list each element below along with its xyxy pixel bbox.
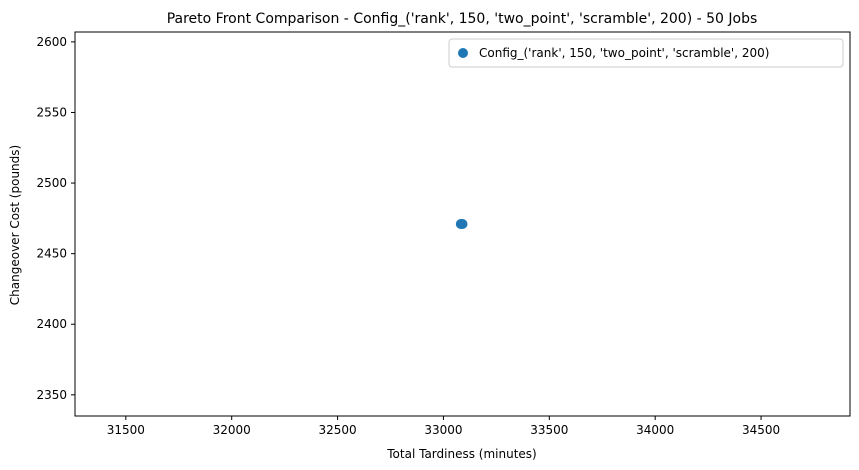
plot-area: 31500 32000 32500 33000 33500 34000 34500 2350 2… xyxy=(36,31,851,437)
x-tick-label: 32000 xyxy=(213,423,251,437)
legend-label: Config_('rank', 150, 'two_point', 'scram… xyxy=(479,46,769,60)
y-tick-label: 2450 xyxy=(36,247,67,261)
x-tick-label: 32500 xyxy=(318,423,356,437)
x-tick-label: 33500 xyxy=(530,423,568,437)
x-tick-label: 31500 xyxy=(107,423,145,437)
y-tick-label: 2500 xyxy=(36,176,67,190)
x-tick-label: 33000 xyxy=(424,423,462,437)
data-point xyxy=(455,219,466,229)
x-axis-label: Total Tardiness (minutes) xyxy=(386,447,536,461)
axes-frame xyxy=(74,31,851,417)
legend: Config_('rank', 150, 'two_point', 'scram… xyxy=(448,38,844,68)
y-axis-label: Changeover Cost (pounds) xyxy=(8,145,22,305)
y-tick-label: 2550 xyxy=(36,105,67,119)
chart-title: Pareto Front Comparison - Config_('rank'… xyxy=(167,11,758,27)
x-tick-label: 34500 xyxy=(742,423,780,437)
legend-box xyxy=(448,38,844,68)
x-tick-label: 34000 xyxy=(636,423,674,437)
legend-marker xyxy=(458,48,468,58)
y-tick-label: 2350 xyxy=(36,388,67,402)
y-tick-label: 2600 xyxy=(36,35,67,49)
y-tick-label: 2400 xyxy=(36,317,67,331)
